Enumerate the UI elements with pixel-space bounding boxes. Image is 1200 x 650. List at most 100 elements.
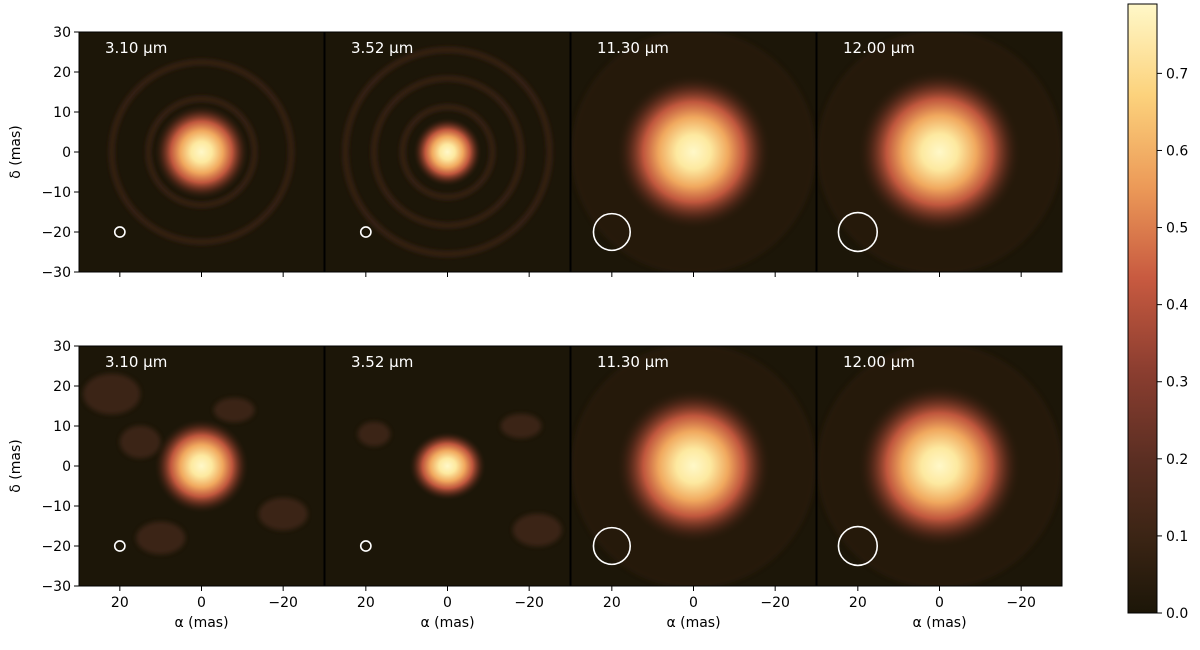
x-axis-label: α (mas) [912, 615, 966, 631]
diffraction-ring [342, 47, 553, 257]
beam-circle [592, 526, 632, 566]
x-tick-label: 20 [111, 595, 129, 611]
beam-circle [359, 540, 372, 552]
y-tick-label: 20 [53, 65, 71, 81]
noise-patch [512, 513, 562, 547]
intensity-map [817, 346, 1062, 586]
noise-patch [119, 425, 161, 459]
beam-circle [113, 540, 126, 552]
colorbar-tick-label: 0.7 [1166, 66, 1188, 82]
colorbar: 0.0 0.1 0.2 0.3 0.4 0.5 0.6 0.7 [1127, 3, 1188, 622]
diffraction-ring [109, 59, 294, 245]
intensity-map [79, 32, 324, 272]
beam-circle [837, 525, 879, 567]
source-blob [616, 74, 771, 230]
y-tick-label: 0 [62, 145, 71, 161]
x-tick-label: −20 [760, 595, 790, 611]
image-panel: 11.30 μm [570, 31, 817, 277]
source-blob [409, 431, 486, 501]
y-tick-label: −20 [41, 225, 71, 241]
panel-grid: 3.10 μm 30 20 10 0 −10 −20 −30 δ (mas) 3.52 μm 11.… [8, 25, 1063, 631]
x-tick-label: −20 [514, 595, 544, 611]
image-panel: 3.10 μm 20 0 −20 α (mas) 30 20 10 0 −10 −20 −30 δ (m… [8, 339, 325, 631]
x-tick-label: −20 [1006, 595, 1036, 611]
beam-circle [837, 211, 879, 253]
beam-circle [592, 212, 632, 252]
y-axis-label: δ (mas) [8, 125, 24, 178]
source-blob [154, 104, 249, 200]
diffraction-ring [145, 96, 258, 208]
colorbar-tick-label: 0.2 [1166, 452, 1188, 468]
wavelength-label: 3.52 μm [351, 353, 413, 371]
x-axis-label: α (mas) [420, 615, 474, 631]
diffraction-ring [400, 104, 495, 200]
intensity-map [325, 346, 570, 586]
x-tick-label: 0 [935, 595, 944, 611]
colorbar-ticks: 0.0 0.1 0.2 0.3 0.4 0.5 0.6 0.7 [1157, 66, 1188, 622]
source-blob [858, 384, 1021, 548]
colorbar-scale [1127, 3, 1158, 614]
colorbar-tick-label: 0.4 [1166, 298, 1188, 314]
x-axis-label: α (mas) [174, 615, 228, 631]
image-panel: 11.30 μm 20 0 −20 α (mas) [570, 345, 817, 631]
x-tick-label: 0 [197, 595, 206, 611]
y-tick-label: 30 [53, 339, 71, 355]
y-tick-label: −20 [41, 539, 71, 555]
image-panel: 12.00 μm 20 0 −20 α (mas) [816, 345, 1063, 631]
intensity-map [571, 346, 816, 586]
source-blob [154, 418, 249, 514]
image-panel: 3.10 μm 30 20 10 0 −10 −20 −30 δ (mas) [8, 25, 325, 281]
wavelength-label: 3.10 μm [105, 39, 167, 57]
x-tick-label: 0 [443, 595, 452, 611]
image-panel: 3.52 μm 20 0 −20 α (mas) [324, 345, 571, 631]
x-axis-label: α (mas) [666, 615, 720, 631]
y-tick-label: 10 [53, 419, 71, 435]
intensity-map [325, 32, 570, 272]
y-tick-label: 30 [53, 25, 71, 41]
noise-patch [500, 413, 542, 439]
y-tick-label: −30 [41, 265, 71, 281]
panel-row-1: 3.10 μm 30 20 10 0 −10 −20 −30 δ (mas) 3.52 μm 11.… [8, 25, 1063, 281]
wavelength-label: 11.30 μm [597, 39, 669, 57]
noise-patch [213, 397, 255, 423]
x-tick-label: −20 [268, 595, 298, 611]
y-tick-label: −10 [41, 185, 71, 201]
beam-circle [359, 226, 372, 238]
colorbar-tick-label: 0.3 [1166, 375, 1188, 391]
wavelength-label: 12.00 μm [843, 39, 915, 57]
source-blob [413, 117, 482, 187]
intensity-map [817, 32, 1062, 272]
noise-patch [357, 421, 391, 447]
y-tick-label: −10 [41, 499, 71, 515]
x-tick-label: 20 [357, 595, 375, 611]
noise-patch [136, 521, 186, 555]
diffraction-ring [371, 76, 524, 228]
x-tick-label: 0 [689, 595, 698, 611]
panel-row-2: 3.10 μm 20 0 −20 α (mas) 30 20 10 0 −10 −20 −30 δ (m… [8, 339, 1063, 631]
intensity-map [79, 346, 324, 586]
noise-patch [258, 497, 308, 531]
image-panel: 12.00 μm [816, 31, 1063, 277]
source-blob [858, 70, 1021, 234]
colorbar-tick-label: 0.6 [1166, 143, 1188, 159]
beam-circle [113, 226, 126, 238]
wavelength-label: 12.00 μm [843, 353, 915, 371]
image-panel: 3.52 μm [324, 31, 571, 277]
y-axis-label: δ (mas) [8, 439, 24, 492]
wavelength-label: 3.52 μm [351, 39, 413, 57]
colorbar-tick-label: 0.1 [1166, 529, 1188, 545]
colorbar-tick-label: 0.0 [1166, 606, 1188, 622]
colorbar-tick-label: 0.5 [1166, 221, 1188, 237]
wavelength-label: 11.30 μm [597, 353, 669, 371]
noise-patch [83, 373, 141, 415]
x-tick-label: 20 [603, 595, 621, 611]
x-tick-label: 20 [849, 595, 867, 611]
wavelength-label: 3.10 μm [105, 353, 167, 371]
y-tick-label: 0 [62, 459, 71, 475]
y-tick-label: −30 [41, 579, 71, 595]
y-tick-label: 10 [53, 105, 71, 121]
y-tick-label: 20 [53, 379, 71, 395]
source-blob [616, 388, 771, 544]
intensity-map [571, 32, 816, 272]
